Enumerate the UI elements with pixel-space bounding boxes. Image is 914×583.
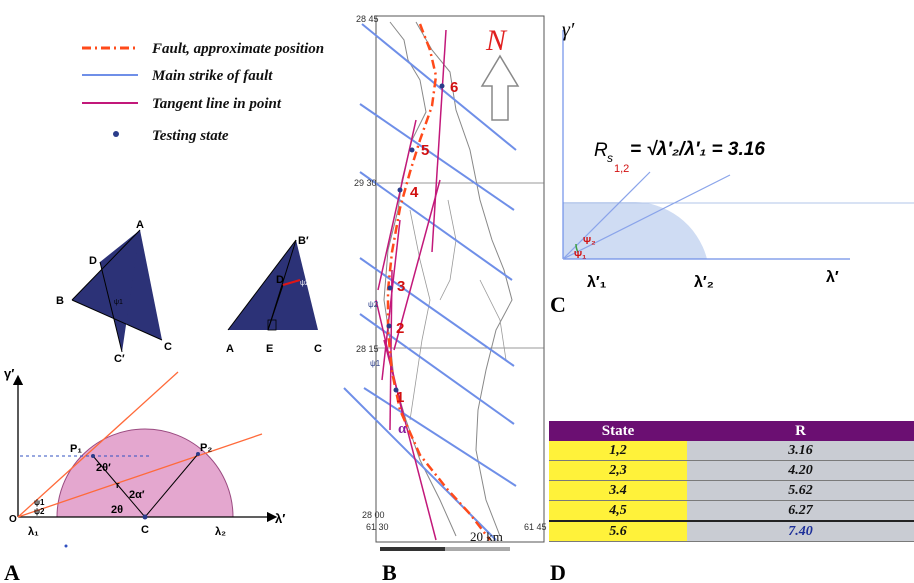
c-formula-sub1: s (607, 151, 613, 165)
panel-c-tag: C (550, 292, 566, 317)
map-psi1: ψ1 (370, 359, 381, 368)
a-x-axis-label: λ′ (275, 511, 285, 526)
tri1-label-b: B (56, 295, 64, 307)
map-point-3: 3 (397, 278, 405, 295)
header-state: State (549, 421, 687, 441)
a-radius-label: r (116, 480, 120, 490)
map-point-2: 2 (396, 320, 404, 337)
tri1-label-c: C (164, 341, 172, 353)
table-row: 5.6 7.40 (549, 520, 914, 542)
c-y-axis-label: γ′ (562, 19, 575, 41)
map-point-6: 6 (450, 79, 458, 96)
c-x-axis-label: λ′ (826, 269, 839, 286)
fault-map-b: 1 2 3 4 5 6 α ψ2 ψ1 N 28 45 29 30 28 15 … (343, 14, 547, 551)
c-psi1: Ψ₁ (574, 250, 586, 261)
c-formula-rhs: = √λ′₂/λ′₁ = 3.16 (630, 139, 765, 160)
fault-trace (386, 23, 491, 541)
scale-label: 20 km (470, 529, 503, 544)
table-row: 2,3 4.20 (549, 460, 914, 481)
main-strike-lines (343, 23, 517, 541)
lat-top: 28 45 (356, 14, 379, 24)
legend-fault-label: Fault, approximate position (151, 41, 324, 57)
a-center-label: C (141, 524, 149, 536)
tri2-label-b-prime: B′ (298, 235, 309, 247)
panel-a-tag: A (4, 560, 20, 583)
north-arrow-icon (480, 54, 520, 121)
table-row: 4,5 6.27 (549, 500, 914, 522)
tri2-label-e: E (266, 343, 273, 355)
map-alpha: α (398, 421, 407, 437)
tri1-label-c-prime: C′ (114, 353, 125, 365)
lat-low: 28 15 (356, 344, 379, 354)
state-cell: 1,2 (549, 441, 687, 461)
c-lambda2-label: λ′₂ (694, 274, 714, 291)
c-formula-sub2: 1,2 (614, 163, 629, 175)
triangle-diagram-1: A B C C′ D ψ1 (56, 219, 172, 365)
r-values-table: State R 1,2 3.16 2,3 4.20 3.4 5.62 4,5 6… (549, 421, 914, 542)
tri1-psi: ψ1 (114, 299, 123, 306)
c-lambda1-label: λ′₁ (587, 274, 607, 291)
tri1-label-a: A (136, 219, 144, 231)
lat-mid: 29 30 (354, 178, 377, 188)
tri1-label-d: D (89, 255, 97, 267)
tri2-psi: ψ2 (300, 280, 309, 287)
header-r: R (687, 421, 914, 441)
tri2-label-d: D (276, 274, 284, 286)
map-psi2: ψ2 (368, 300, 379, 309)
state-cell: 4,5 (549, 500, 687, 522)
state-cell: 2,3 (549, 460, 687, 481)
north-label: N (485, 24, 508, 57)
a-p1-label: P₁ (70, 443, 82, 455)
legend: Fault, approximate position Main strike … (82, 41, 324, 144)
table-header-row: State R (549, 421, 914, 441)
map-point-1: 1 (396, 389, 404, 406)
r-cell: 3.16 (687, 441, 914, 461)
map-point-5: 5 (421, 142, 429, 159)
tri2-label-a: A (226, 343, 234, 355)
a-p2-label: P₂ (200, 442, 212, 454)
triangle-diagram-2: B′ D A E C ψ2 (226, 235, 322, 355)
tangent-lines (375, 29, 447, 541)
a-lambda2-label: λ₂ (215, 526, 226, 538)
mohr-diagram-a: γ′ λ′ O λ₁ λ₂ P₁ P₂ C 2θ′ 2θ 2α′ r ψ1 ψ2 (4, 366, 285, 548)
r-cell: 7.40 (687, 520, 914, 542)
legend-testing-label: Testing state (152, 128, 229, 144)
lon-right: 61 45 (524, 522, 547, 532)
lat-bottom: 28 00 (362, 510, 385, 520)
a-psi2: ψ2 (34, 507, 45, 516)
panel-d-tag: D (550, 560, 566, 583)
mohr-diagram-c: γ′ λ′ λ′₁ λ′₂ Ψ₂ Ψ₁ R s 1,2 = √λ′₂/λ′₁ =… (562, 19, 914, 291)
c-formula-lhs: R (594, 140, 608, 161)
legend-strike-label: Main strike of fault (151, 68, 273, 84)
lon-left: 61 30 (366, 522, 389, 532)
a-lambda1-label: λ₁ (28, 526, 39, 538)
a-origin-label: O (9, 514, 17, 525)
state-cell: 5.6 (549, 520, 687, 542)
panel-b-tag: B (382, 560, 397, 583)
r-cell: 5.62 (687, 480, 914, 501)
c-psi2: Ψ₂ (583, 236, 596, 247)
table-row: 3.4 5.62 (549, 480, 914, 501)
tri2-label-c: C (314, 343, 322, 355)
a-two-alpha-prime: 2α′ (129, 489, 145, 501)
legend-tangent-label: Tangent line in point (152, 96, 282, 112)
map-point-4: 4 (410, 184, 419, 201)
table-row: 1,2 3.16 (549, 441, 914, 461)
a-two-theta: 2θ (111, 504, 123, 516)
a-psi1: ψ1 (34, 498, 45, 507)
a-y-axis-label: γ′ (4, 366, 14, 381)
legend-testing-dot (113, 131, 119, 137)
state-cell: 3.4 (549, 480, 687, 501)
r-cell: 6.27 (687, 500, 914, 522)
a-two-theta-prime: 2θ′ (96, 462, 111, 474)
r-cell: 4.20 (687, 460, 914, 481)
